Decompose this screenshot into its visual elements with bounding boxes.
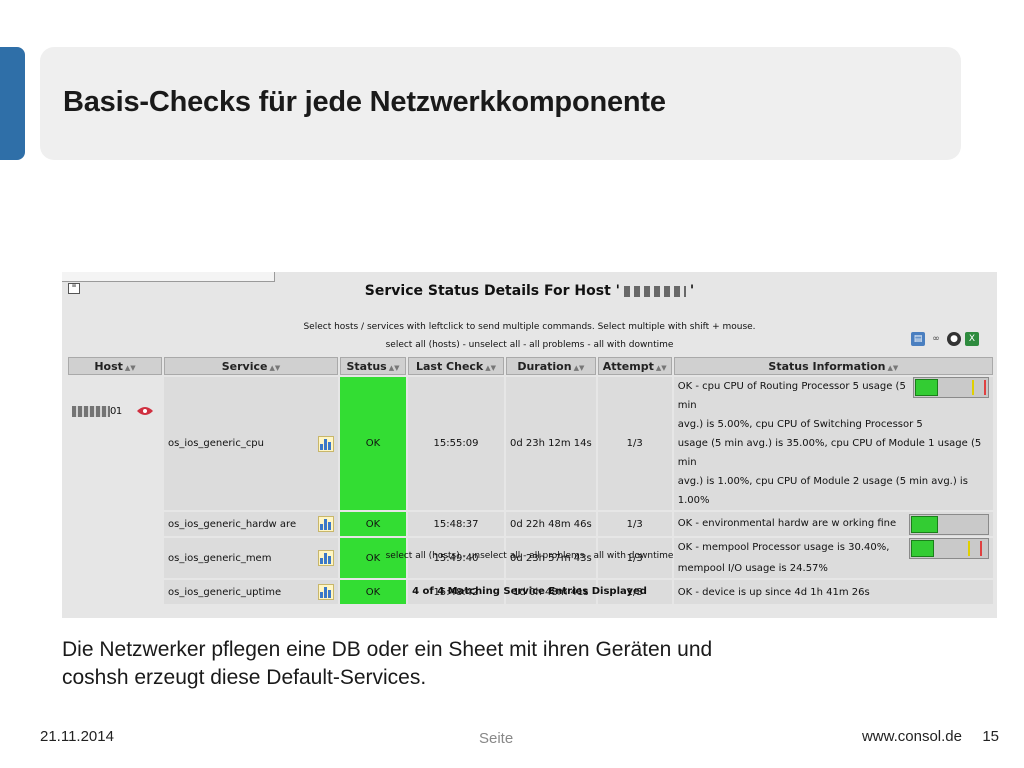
table-row[interactable]: os_ios_generic_hardw are OK 15:48:37 0d …	[68, 512, 993, 536]
toolbar-icons: ▤ ∞ ● X	[911, 332, 979, 346]
menu-icon[interactable]: ≡	[68, 283, 80, 294]
host-notes-icon[interactable]	[135, 405, 155, 417]
slide-title: Basis-Checks für jede Netzwerkkomponente	[63, 86, 666, 118]
status-info-cell: OK - device is up since 4d 1h 41m 26s	[673, 580, 993, 604]
col-last-check[interactable]: Last Check ▲▼	[408, 357, 504, 375]
duration-cell: 1d 0h 48m 41s	[506, 580, 596, 604]
redacted-host	[72, 405, 110, 417]
col-status[interactable]: Status ▲▼	[340, 357, 406, 375]
redacted-hostname	[623, 285, 686, 297]
info-line: OK - environmental hardw are w orking fi…	[677, 517, 897, 529]
service-status-screenshot: ≡ Service Status Details For Host ' ' Sel…	[62, 272, 997, 618]
col-duration[interactable]: Duration ▲▼	[506, 357, 596, 375]
col-service[interactable]: Service ▲▼	[164, 357, 338, 375]
info-line: avg.) is 1.00%, cpu CPU of Module 2 usag…	[677, 476, 968, 506]
service-cell[interactable]: os_ios_generic_uptime	[164, 580, 338, 604]
service-cell[interactable]: os_ios_generic_cpu	[164, 377, 338, 510]
info-line: usage (5 min avg.) is 35.00%, cpu CPU of…	[677, 438, 982, 468]
duration-cell: 0d 22h 48m 46s	[506, 512, 596, 536]
service-table: Host ▲▼ Service ▲▼ Status ▲▼ Last Check ▲▼ D…	[66, 355, 995, 606]
status-cell: OK	[340, 377, 406, 510]
attempt-cell: 1/3	[597, 580, 672, 604]
body-line: coshsh erzeugt diese Default-Services.	[62, 666, 427, 689]
chart-icon[interactable]	[318, 550, 334, 566]
title-box	[40, 47, 961, 160]
duration-cell: 0d 23h 57m 43s	[506, 538, 596, 578]
select-links-top[interactable]: select all (hosts) - unselect all - all …	[385, 340, 674, 350]
matching-entries-count: 4 of 4 Matching Service Entries Displaye…	[412, 586, 647, 597]
footer-date: 21.11.2014	[40, 728, 114, 745]
host-cell[interactable]: 01	[68, 377, 162, 604]
host-name: 01	[110, 406, 122, 417]
table-row[interactable]: 01 os_ios_generic_cpu OK 15:55:09 0d 23h…	[68, 377, 993, 604]
service-cell[interactable]: os_ios_generic_mem	[164, 538, 338, 578]
chart-icon[interactable]	[318, 584, 334, 600]
col-host[interactable]: Host ▲▼	[68, 357, 162, 375]
table-row[interactable]: os_ios_generic_uptime OK 15:48:42 1d 0h …	[68, 580, 993, 604]
body-line: Die Netzwerker pflegen eine DB oder ein …	[62, 638, 713, 661]
service-cell[interactable]: os_ios_generic_hardw are	[164, 512, 338, 536]
accent-bar	[0, 47, 25, 160]
service-status-heading: Service Status Details For Host ' '	[62, 283, 997, 299]
attempt-cell: 1/3	[597, 538, 672, 578]
disc-icon[interactable]: ●	[947, 332, 961, 346]
excel-icon[interactable]: X	[965, 332, 979, 346]
table-row[interactable]: os_ios_generic_mem OK 15:49:40 0d 23h 57…	[68, 538, 993, 578]
info-line: OK - cpu CPU of Routing Processor 5 usag…	[677, 381, 906, 411]
slide-body: Die Netzwerker pflegen eine DB oder ein …	[62, 636, 712, 692]
status-info-cell: OK - mempool Processor usage is 30.40%, …	[673, 538, 993, 578]
footer-website[interactable]: www.consol.de	[861, 728, 962, 745]
info-line: OK - mempool Processor usage is 30.40%,	[677, 542, 890, 553]
top-input-bar	[62, 272, 275, 282]
perf-bar	[913, 377, 989, 398]
duration-cell: 0d 23h 12m 14s	[506, 377, 596, 510]
last-check-cell: 15:55:09	[408, 377, 504, 510]
info-line: mempool I/O usage is 24.57%	[677, 563, 828, 574]
status-cell: OK	[340, 580, 406, 604]
status-info-cell: OK - environmental hardw are w orking fi…	[673, 512, 993, 536]
document-icon[interactable]: ▤	[911, 332, 925, 346]
link-icon[interactable]: ∞	[929, 332, 943, 346]
select-links-bottom[interactable]: select all (hosts) - unselect all - all …	[385, 551, 674, 561]
last-check-cell: 15:48:37	[408, 512, 504, 536]
col-status-info[interactable]: Status Information ▲▼	[673, 357, 993, 375]
heading-text: Service Status Details For Host '	[364, 283, 620, 299]
perf-bar	[909, 538, 989, 559]
footer-seite: Seite	[479, 730, 514, 747]
chart-icon[interactable]	[318, 516, 334, 532]
last-check-cell: 15:48:42	[408, 580, 504, 604]
last-check-cell: 15:49:40	[408, 538, 504, 578]
info-line: OK - device is up since 4d 1h 41m 26s	[677, 586, 870, 598]
heading-end: '	[689, 283, 695, 299]
info-line: avg.) is 5.00%, cpu CPU of Switching Pro…	[677, 419, 923, 430]
chart-icon[interactable]	[318, 435, 334, 452]
attempt-cell: 1/3	[597, 377, 672, 510]
page-number: 15	[982, 728, 999, 745]
status-cell: OK	[340, 512, 406, 536]
attempt-cell: 1/3	[597, 512, 672, 536]
status-cell: OK	[340, 538, 406, 578]
col-attempt[interactable]: Attempt ▲▼	[597, 357, 672, 375]
status-info-cell: OK - cpu CPU of Routing Processor 5 usag…	[673, 377, 993, 510]
selection-hint: Select hosts / services with leftclick t…	[303, 322, 756, 332]
perf-bar	[909, 513, 989, 535]
